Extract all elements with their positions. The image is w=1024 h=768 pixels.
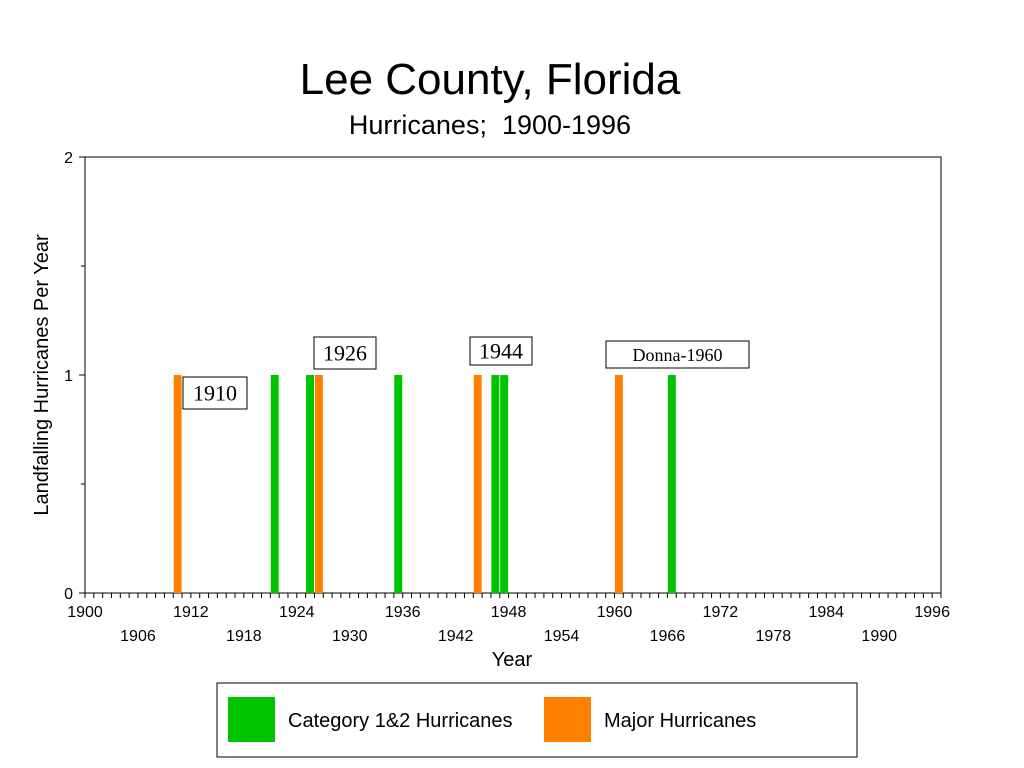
x-tick-label: 1930 <box>332 628 368 645</box>
x-tick-label: 1900 <box>67 604 103 621</box>
plot-area <box>84 156 942 594</box>
y-tick-label: 2 <box>64 150 73 167</box>
x-tick-label: 1966 <box>650 628 686 645</box>
bar-category-1-2 <box>306 375 315 593</box>
bar-category-1-2 <box>394 375 403 593</box>
y-axis: 0 1 2 <box>64 150 85 603</box>
legend-swatch-category-1-2 <box>228 697 275 742</box>
y-tick-label: 0 <box>64 586 73 603</box>
annotation-label: Donna-1960 <box>633 345 723 365</box>
x-axis-label: Year <box>492 649 533 671</box>
legend: Category 1&2 Hurricanes Major Hurricanes <box>216 682 858 758</box>
bar-major <box>614 375 623 593</box>
legend-swatch-major <box>544 697 591 742</box>
bar-major <box>173 375 182 593</box>
annotation-box <box>469 336 533 366</box>
x-tick-label: 1990 <box>861 628 897 645</box>
annotation-box <box>313 336 377 370</box>
x-tick-label: 1948 <box>491 604 527 621</box>
x-tick-label: 1924 <box>279 604 315 621</box>
annotations-layer: 1910 1926 1944 Donna-1960 <box>182 336 750 410</box>
annotation-label: 1926 <box>323 341 367 366</box>
x-tick-label: 1984 <box>808 604 844 621</box>
x-tick-label: 1972 <box>703 604 739 621</box>
x-tick-label: 1918 <box>226 628 262 645</box>
bar-major <box>473 375 482 593</box>
annotation-box <box>182 376 248 410</box>
bar-category-1-2 <box>667 375 676 593</box>
annotation-label: 1910 <box>193 381 237 406</box>
x-tick-label: 1978 <box>756 628 792 645</box>
annotation-box <box>605 340 750 369</box>
x-tick-label: 1954 <box>544 628 580 645</box>
bar-category-1-2 <box>500 375 509 593</box>
x-tick-label: 1942 <box>438 628 474 645</box>
bar-category-1-2 <box>491 375 500 593</box>
x-tick-label: 1936 <box>385 604 421 621</box>
x-tick-label: 1996 <box>914 604 950 621</box>
x-tick-label: 1960 <box>597 604 633 621</box>
legend-label-major: Major Hurricanes <box>604 710 756 732</box>
legend-box <box>216 682 858 758</box>
legend-label-category-1-2: Category 1&2 Hurricanes <box>288 710 513 732</box>
bar-category-1-2 <box>270 375 279 593</box>
x-tick-label: 1906 <box>120 628 156 645</box>
x-tick-label: 1912 <box>173 604 209 621</box>
bar-major <box>314 375 323 593</box>
chart-title: Lee County, Florida <box>300 55 681 104</box>
bars-layer <box>173 375 676 593</box>
annotation-label: 1944 <box>479 339 523 364</box>
x-axis: 1900 1912 1924 1936 1948 1960 1972 1984 1996 1906… <box>67 593 950 645</box>
chart-subtitle: Hurricanes; 1900-1996 <box>349 110 631 140</box>
y-axis-label: Landfalling Hurricanes Per Year <box>31 234 53 516</box>
y-tick-label: 1 <box>64 368 73 385</box>
